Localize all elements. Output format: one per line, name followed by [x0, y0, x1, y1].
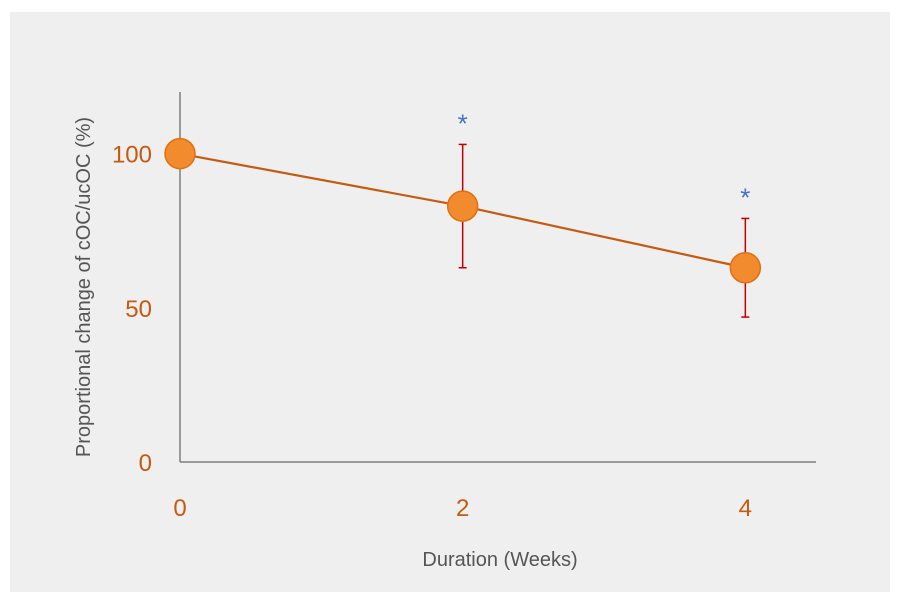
y-tick-label: 0: [139, 450, 152, 477]
data-point: [164, 137, 196, 170]
x-tick-label: 4: [739, 495, 752, 522]
x-axis-title: Duration (Weeks): [422, 549, 577, 571]
significance-markers: **: [458, 108, 751, 212]
x-tick-label: 0: [173, 495, 186, 522]
markers: [164, 137, 762, 284]
x-tick-label: 2: [456, 495, 469, 522]
y-tick-label: 100: [112, 142, 152, 169]
data-point: [446, 190, 479, 222]
chart-background: [10, 12, 890, 592]
y-tick-label: 50: [125, 296, 152, 323]
y-axis-title: Proportional change of cOC/ucOC (%): [73, 117, 95, 457]
significance-star: *: [740, 182, 750, 212]
significance-star: *: [458, 108, 468, 138]
tick-labels: 0 50 100 0 2 4: [112, 142, 752, 522]
data-point: [729, 252, 762, 284]
